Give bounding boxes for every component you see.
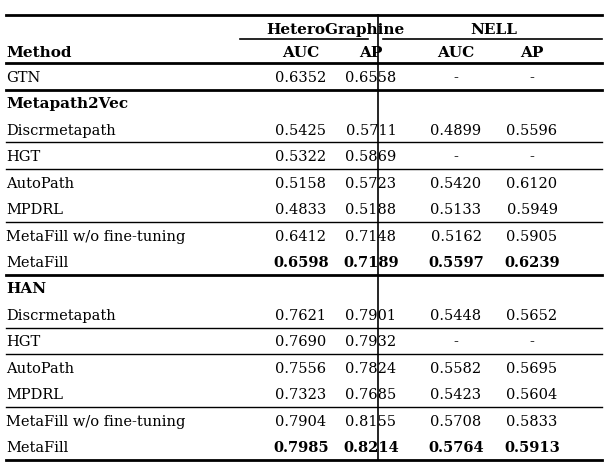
Text: Discrmetapath: Discrmetapath	[6, 124, 116, 138]
Text: AutoPath: AutoPath	[6, 361, 74, 375]
Text: 0.5582: 0.5582	[430, 361, 482, 375]
Text: MPDRL: MPDRL	[6, 388, 63, 401]
Text: -: -	[454, 71, 458, 85]
Text: 0.4833: 0.4833	[275, 203, 326, 217]
Text: 0.4899: 0.4899	[430, 124, 482, 138]
Text: 0.6120: 0.6120	[506, 176, 558, 190]
Text: MetaFill w/o fine-tuning: MetaFill w/o fine-tuning	[6, 229, 185, 243]
Text: 0.7690: 0.7690	[275, 335, 326, 349]
Text: 0.7148: 0.7148	[345, 229, 396, 243]
Text: AutoPath: AutoPath	[6, 176, 74, 190]
Text: 0.7189: 0.7189	[343, 256, 399, 269]
Text: 0.5652: 0.5652	[506, 308, 558, 322]
Text: HeteroGraphine: HeteroGraphine	[267, 23, 405, 37]
Text: MetaFill w/o fine-tuning: MetaFill w/o fine-tuning	[6, 414, 185, 428]
Text: 0.6558: 0.6558	[345, 71, 396, 85]
Text: 0.5133: 0.5133	[430, 203, 482, 217]
Text: -: -	[454, 335, 458, 349]
Text: 0.5695: 0.5695	[506, 361, 558, 375]
Text: 0.5949: 0.5949	[506, 203, 558, 217]
Text: 0.7621: 0.7621	[275, 308, 326, 322]
Text: GTN: GTN	[6, 71, 41, 85]
Text: HAN: HAN	[6, 282, 46, 296]
Text: -: -	[454, 150, 458, 164]
Text: Metapath2Vec: Metapath2Vec	[6, 97, 128, 111]
Text: 0.8214: 0.8214	[343, 440, 399, 454]
Text: 0.5188: 0.5188	[345, 203, 396, 217]
Text: 0.8155: 0.8155	[345, 414, 396, 428]
Text: 0.5425: 0.5425	[275, 124, 326, 138]
Text: -: -	[530, 335, 534, 349]
Text: 0.5905: 0.5905	[506, 229, 558, 243]
Text: AP: AP	[359, 46, 382, 60]
Text: 0.6239: 0.6239	[504, 256, 560, 269]
Text: AUC: AUC	[437, 46, 475, 60]
Text: 0.7685: 0.7685	[345, 388, 396, 401]
Text: MetaFill: MetaFill	[6, 440, 68, 454]
Text: 0.7901: 0.7901	[345, 308, 396, 322]
Text: HGT: HGT	[6, 335, 40, 349]
Text: Discrmetapath: Discrmetapath	[6, 308, 116, 322]
Text: -: -	[530, 71, 534, 85]
Text: MetaFill: MetaFill	[6, 256, 68, 269]
Text: 0.5597: 0.5597	[428, 256, 484, 269]
Text: 0.5420: 0.5420	[430, 176, 482, 190]
Text: 0.5158: 0.5158	[275, 176, 326, 190]
Text: 0.5723: 0.5723	[345, 176, 396, 190]
Text: 0.6412: 0.6412	[275, 229, 326, 243]
Text: 0.6352: 0.6352	[275, 71, 326, 85]
Text: 0.5711: 0.5711	[345, 124, 396, 138]
Text: 0.6598: 0.6598	[273, 256, 329, 269]
Text: MPDRL: MPDRL	[6, 203, 63, 217]
Text: 0.5596: 0.5596	[506, 124, 558, 138]
Text: 0.5423: 0.5423	[430, 388, 482, 401]
Text: 0.5162: 0.5162	[430, 229, 482, 243]
Text: 0.7556: 0.7556	[275, 361, 326, 375]
Text: 0.5869: 0.5869	[345, 150, 396, 164]
Text: 0.5913: 0.5913	[504, 440, 560, 454]
Text: 0.5833: 0.5833	[506, 414, 558, 428]
Text: 0.7323: 0.7323	[275, 388, 326, 401]
Text: 0.5708: 0.5708	[430, 414, 482, 428]
Text: AUC: AUC	[282, 46, 320, 60]
Text: -: -	[530, 150, 534, 164]
Text: HGT: HGT	[6, 150, 40, 164]
Text: 0.5764: 0.5764	[428, 440, 484, 454]
Text: 0.7904: 0.7904	[275, 414, 326, 428]
Text: 0.5322: 0.5322	[275, 150, 326, 164]
Text: Method: Method	[6, 46, 72, 60]
Text: NELL: NELL	[471, 23, 517, 37]
Text: 0.5604: 0.5604	[506, 388, 558, 401]
Text: 0.5448: 0.5448	[430, 308, 482, 322]
Text: 0.7824: 0.7824	[345, 361, 396, 375]
Text: 0.7985: 0.7985	[273, 440, 329, 454]
Text: AP: AP	[520, 46, 544, 60]
Text: 0.7932: 0.7932	[345, 335, 396, 349]
